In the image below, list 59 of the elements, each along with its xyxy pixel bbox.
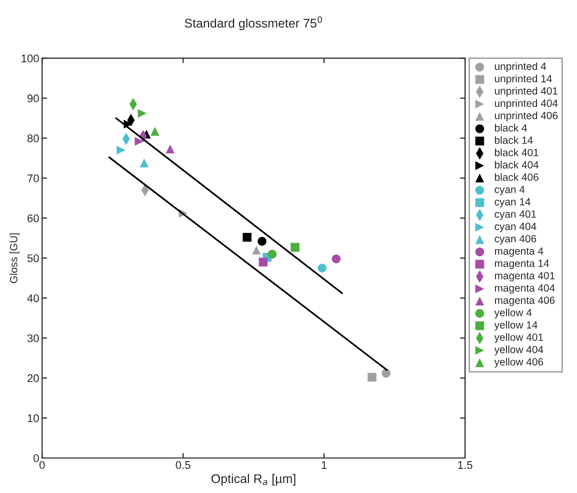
y-axis-title: Gloss [GU] <box>10 233 20 284</box>
y-tick-label: 20 <box>28 374 39 382</box>
legend-label: magenta 14 <box>494 260 550 270</box>
legend-label: cyan 4 <box>494 186 525 196</box>
legend-label: yellow 14 <box>494 320 538 331</box>
y-tick-label: 60 <box>28 214 39 222</box>
point <box>116 146 126 155</box>
point <box>252 246 261 254</box>
y-tick-label: 100 <box>22 54 39 62</box>
legend-label: unprinted 404 <box>494 99 558 109</box>
y-tick-label: 50 <box>27 254 39 262</box>
legend-label: magenta 4 <box>494 247 544 257</box>
legend-label: yellow 401 <box>494 333 544 343</box>
legend-label: yellow 4 <box>494 308 532 318</box>
legend-label: unprinted 406 <box>494 112 558 122</box>
y-tick-label: 0 <box>34 454 39 462</box>
point <box>332 254 341 264</box>
point <box>258 236 266 246</box>
point <box>318 264 326 272</box>
legend-label: cyan 401 <box>494 210 536 220</box>
legend-label: cyan 14 <box>494 198 530 208</box>
legend-label: cyan 404 <box>494 222 536 232</box>
legend-label: magenta 401 <box>494 272 555 282</box>
y-tick-label: 80 <box>27 134 39 142</box>
legend-label: black 404 <box>494 160 539 169</box>
legend-label: magenta 406 <box>494 296 555 306</box>
legend-label: magenta 404 <box>494 284 555 294</box>
x-tick-label: 1 <box>322 461 327 469</box>
point <box>382 368 391 378</box>
point <box>138 108 147 118</box>
x-axis-title: Optical R$_{a}$ [µm] <box>211 474 296 486</box>
point <box>268 250 277 258</box>
y-tick-label: 30 <box>27 334 39 342</box>
legend-label: unprinted 401 <box>494 86 558 97</box>
point <box>290 242 300 252</box>
y-tick-label: 10 <box>28 414 39 422</box>
legend-label: black 4 <box>494 124 527 132</box>
point <box>134 136 144 146</box>
legend-label: cyan 406 <box>494 235 536 244</box>
point <box>150 126 160 136</box>
legend-label: unprinted 4 <box>494 62 546 72</box>
x-tick-label: 1.5 <box>458 461 472 469</box>
point <box>242 232 252 242</box>
x-tick-label: 0 <box>39 461 45 469</box>
y-tick-label: 90 <box>28 94 39 102</box>
x-tick-label: 0.5 <box>176 461 190 469</box>
legend-label: black 406 <box>494 173 538 181</box>
legend-label: yellow 404 <box>494 346 544 356</box>
point <box>368 372 376 382</box>
legend-label: unprinted 14 <box>494 74 552 84</box>
point <box>140 158 149 168</box>
y-tick-label: 70 <box>28 174 39 182</box>
point <box>258 258 268 266</box>
point <box>166 144 175 154</box>
legend-label: black 401 <box>494 148 538 156</box>
legend-label: black 14 <box>494 136 533 144</box>
y-tick-label: 40 <box>27 294 39 302</box>
legend-label: yellow 406 <box>494 358 544 368</box>
chart-title: Standard glossmeter 75$^{0}$ <box>184 16 322 30</box>
